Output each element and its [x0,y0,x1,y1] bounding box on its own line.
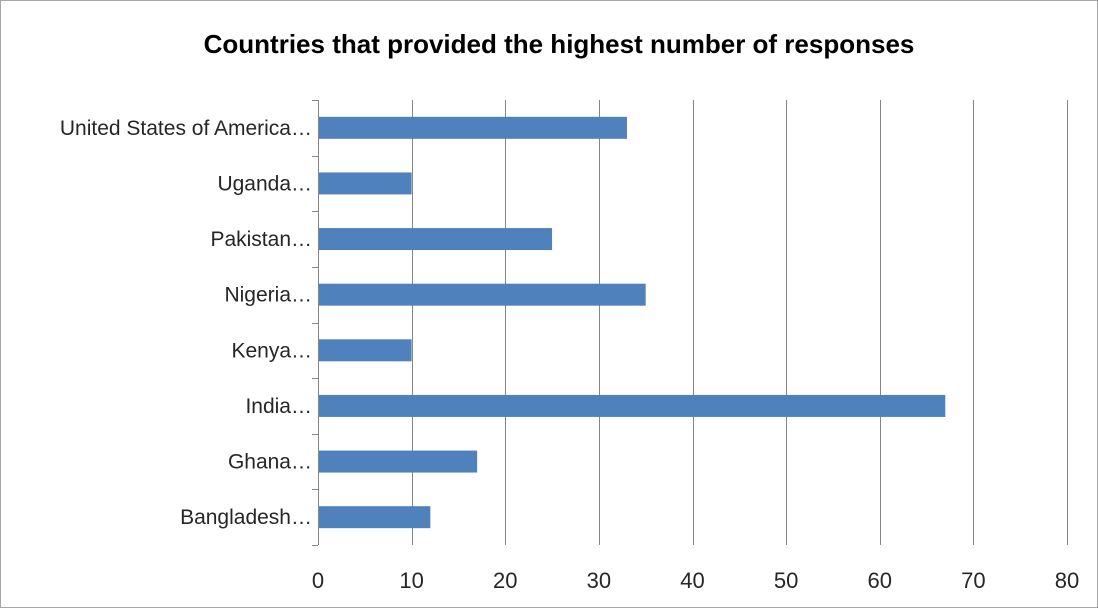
bar-5 [319,283,646,306]
x-tick-label-20: 20 [493,568,517,593]
category-label-8: United States of America… [60,117,312,140]
bar-6 [319,228,553,251]
x-tick-label-70: 70 [961,568,985,593]
x-tick-label-0: 0 [312,568,324,593]
x-tick-label-80: 80 [1055,568,1079,593]
category-label-4: Kenya… [231,339,312,362]
category-label-5: Nigeria… [224,284,312,307]
grid-lines [312,100,1068,546]
bar-1 [319,506,431,529]
x-tick-label-40: 40 [680,568,704,593]
x-tick-labels: 0 10 20 30 40 50 60 70 80 [312,568,1079,593]
x-tick-label-30: 30 [587,568,611,593]
bar-8 [319,116,627,139]
bars [319,116,946,529]
x-tick-label-60: 60 [868,568,892,593]
x-tick-label-50: 50 [774,568,798,593]
bar-4 [319,339,412,362]
category-label-6: Pakistan… [210,228,312,251]
category-labels: Bangladesh… Ghana… India… Kenya… Nigeria… Pak… [60,117,312,529]
category-label-7: Uganda… [217,172,312,195]
chart-title: Countries that provided the highest numb… [203,29,915,59]
category-label-1: Bangladesh… [180,506,312,529]
bar-3 [319,394,946,417]
x-tick-label-10: 10 [399,568,423,593]
category-label-2: Ghana… [228,451,312,474]
bar-2 [319,450,478,473]
bar-7 [319,172,412,195]
category-label-3: India… [245,395,312,418]
